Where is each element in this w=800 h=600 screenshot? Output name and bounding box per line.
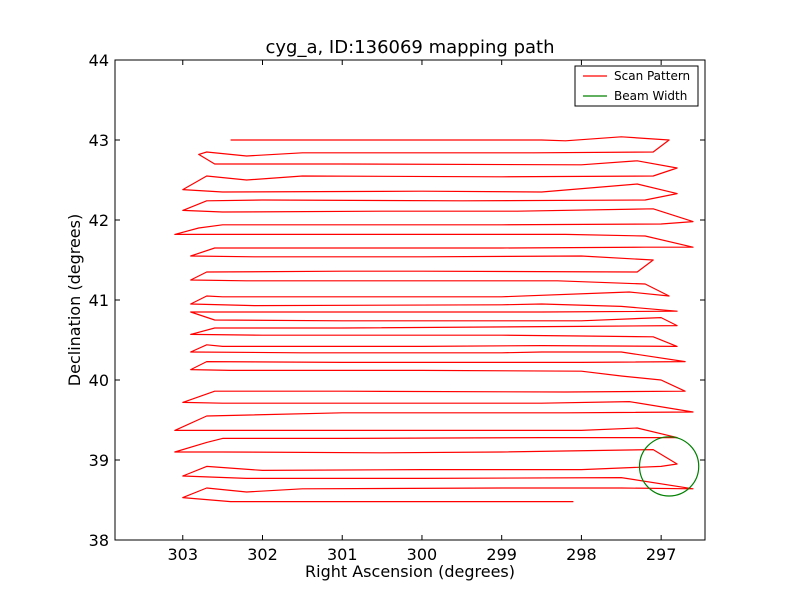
y-tick-label: 39 (89, 451, 109, 470)
legend: Scan Pattern Beam Width (574, 65, 699, 107)
axis-ticks: 303 302 301 300 299 298 297 38 39 40 41 42 43 44 (89, 51, 705, 564)
plot-area (174, 136, 700, 503)
y-tick-label: 43 (89, 131, 109, 150)
x-tick-label: 300 (407, 545, 438, 564)
x-tick-label: 299 (486, 545, 517, 564)
y-tick-label: 42 (89, 211, 109, 230)
x-tick-label: 301 (327, 545, 358, 564)
x-axis-label: Right Ascension (degrees) (305, 562, 515, 581)
legend-label-beam: Beam Width (614, 89, 687, 103)
x-tick-label: 302 (247, 545, 278, 564)
y-tick-label: 41 (89, 291, 109, 310)
x-tick-label: 297 (646, 545, 677, 564)
x-tick-label: 303 (167, 545, 198, 564)
y-tick-label: 40 (89, 371, 109, 390)
y-tick-label: 38 (89, 531, 109, 550)
x-tick-label: 298 (566, 545, 597, 564)
chart-title: cyg_a, ID:136069 mapping path (265, 37, 554, 58)
legend-box (574, 65, 699, 107)
scan-pattern-line (174, 136, 694, 503)
y-tick-label: 44 (89, 51, 109, 70)
y-axis-label: Declination (degrees) (65, 214, 84, 386)
beam-width-circle (638, 436, 700, 497)
legend-label-scan: Scan Pattern (614, 69, 690, 83)
